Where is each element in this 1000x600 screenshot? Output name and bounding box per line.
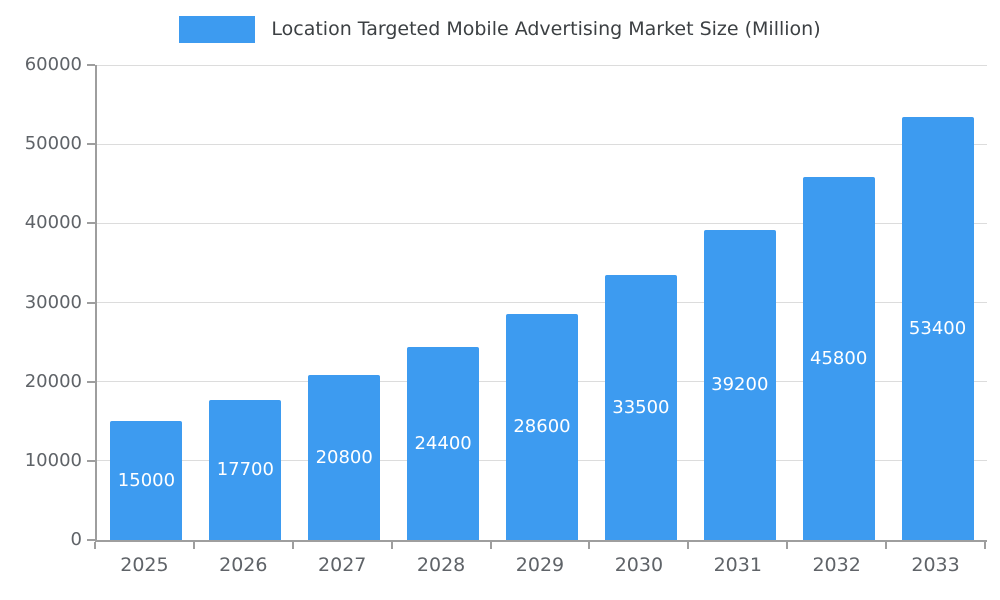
y-axis-tick bbox=[87, 301, 95, 304]
x-axis-tick bbox=[984, 542, 986, 549]
bar-value-label: 33500 bbox=[612, 396, 670, 418]
x-axis-label: 2030 bbox=[614, 554, 664, 576]
x-axis-label: 2026 bbox=[219, 554, 268, 576]
bar-value-label: 24400 bbox=[414, 432, 472, 454]
bar-2033: 53400 bbox=[901, 117, 974, 540]
y-axis-tick bbox=[87, 459, 95, 462]
x-axis-tick bbox=[489, 542, 492, 549]
x-axis-tick bbox=[94, 542, 96, 549]
bar-slot: 39200 bbox=[690, 65, 789, 540]
bar-2028: 24400 bbox=[407, 346, 480, 540]
x-axis-label: 2032 bbox=[812, 554, 861, 576]
bar-slot: 33500 bbox=[591, 65, 690, 540]
gridline bbox=[97, 222, 987, 224]
bar-value-label: 45800 bbox=[810, 348, 868, 370]
chart-title: Location Targeted Mobile Advertising Mar… bbox=[271, 18, 821, 40]
y-axis-tick bbox=[87, 64, 95, 66]
plot-area: 15000 17700 20800 24400 28600 33500 39200 45800… bbox=[95, 64, 987, 542]
bar-2030: 33500 bbox=[604, 274, 677, 540]
bars-layer: 15000 17700 20800 24400 28600 33500 39200 45800… bbox=[97, 65, 987, 540]
bar-value-label: 15000 bbox=[117, 470, 176, 492]
bar-value-label: 28600 bbox=[513, 416, 571, 438]
bar-slot: 28600 bbox=[493, 65, 592, 540]
x-axis-tick bbox=[885, 542, 888, 549]
x-axis-label: 2025 bbox=[120, 554, 169, 576]
chart-legend: Location Targeted Mobile Advertising Mar… bbox=[0, 12, 1000, 46]
x-axis-label: 2028 bbox=[416, 554, 466, 576]
x-axis-tick bbox=[291, 542, 294, 549]
y-axis-label: 30000 bbox=[24, 291, 82, 313]
bar-slot: 45800 bbox=[789, 65, 888, 540]
y-axis-label: 60000 bbox=[24, 54, 82, 75]
y-axis-tick bbox=[87, 143, 95, 146]
y-axis-label: 10000 bbox=[24, 449, 82, 471]
bar-2029: 28600 bbox=[506, 313, 578, 540]
y-axis-label: 50000 bbox=[24, 133, 82, 155]
bar-2026: 17700 bbox=[209, 399, 282, 540]
x-axis-tick bbox=[588, 542, 591, 549]
bar-slot: 53400 bbox=[888, 65, 987, 540]
bar-value-label: 17700 bbox=[216, 459, 274, 481]
x-axis-label: 2027 bbox=[318, 554, 367, 576]
y-axis-label: 40000 bbox=[24, 212, 82, 234]
bar-slot: 15000 bbox=[97, 65, 196, 540]
x-axis-tick bbox=[390, 542, 393, 549]
bar-value-label: 39200 bbox=[711, 374, 769, 396]
x-axis-label: 2033 bbox=[911, 554, 960, 576]
y-axis-label: 20000 bbox=[24, 370, 82, 392]
y-axis-tick bbox=[87, 222, 95, 225]
x-axis-label: 2029 bbox=[515, 554, 565, 576]
bar-2032: 45800 bbox=[802, 177, 875, 540]
bar-2025: 15000 bbox=[110, 421, 183, 540]
bar-slot: 24400 bbox=[394, 65, 493, 540]
gridline bbox=[97, 64, 987, 66]
x-axis-tick bbox=[786, 542, 789, 549]
bar-value-label: 20800 bbox=[315, 447, 373, 469]
gridline bbox=[97, 302, 987, 303]
x-axis-tick bbox=[687, 542, 690, 549]
y-axis-label: 0 bbox=[70, 529, 82, 550]
x-axis-tick bbox=[192, 542, 195, 549]
bar-2031: 39200 bbox=[703, 229, 776, 540]
x-axis-label: 2031 bbox=[713, 554, 762, 576]
y-axis-tick bbox=[87, 539, 95, 541]
bar-2027: 20800 bbox=[308, 375, 381, 540]
bar-slot: 17700 bbox=[196, 65, 295, 540]
bar-slot: 20800 bbox=[295, 65, 394, 540]
y-axis-tick bbox=[87, 380, 95, 383]
gridline bbox=[97, 143, 987, 145]
bar-value-label: 53400 bbox=[908, 318, 967, 340]
legend-swatch-icon bbox=[179, 15, 256, 43]
